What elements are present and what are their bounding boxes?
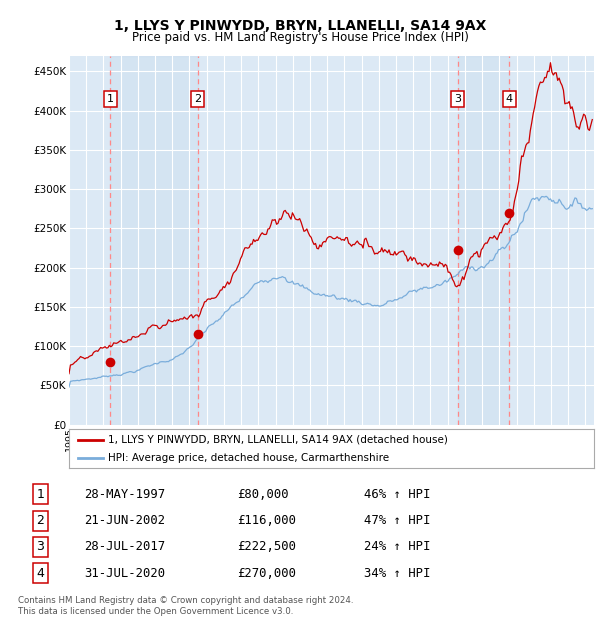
Text: 3: 3 — [454, 94, 461, 104]
Text: Contains HM Land Registry data © Crown copyright and database right 2024.
This d: Contains HM Land Registry data © Crown c… — [18, 596, 353, 616]
Text: 3: 3 — [37, 541, 44, 554]
Text: 46% ↑ HPI: 46% ↑ HPI — [364, 488, 430, 501]
Text: £80,000: £80,000 — [237, 488, 289, 501]
Text: £116,000: £116,000 — [237, 514, 296, 527]
Text: 4: 4 — [506, 94, 513, 104]
Bar — [110, 56, 197, 425]
Text: £222,500: £222,500 — [237, 541, 296, 554]
Text: 2: 2 — [37, 514, 44, 527]
Text: 1, LLYS Y PINWYDD, BRYN, LLANELLI, SA14 9AX (detached house): 1, LLYS Y PINWYDD, BRYN, LLANELLI, SA14 … — [109, 435, 448, 445]
Text: 1, LLYS Y PINWYDD, BRYN, LLANELLI, SA14 9AX: 1, LLYS Y PINWYDD, BRYN, LLANELLI, SA14 … — [114, 19, 486, 33]
Text: 31-JUL-2020: 31-JUL-2020 — [84, 567, 166, 580]
Text: 28-JUL-2017: 28-JUL-2017 — [84, 541, 166, 554]
Text: 28-MAY-1997: 28-MAY-1997 — [84, 488, 166, 501]
Text: 21-JUN-2002: 21-JUN-2002 — [84, 514, 166, 527]
Text: HPI: Average price, detached house, Carmarthenshire: HPI: Average price, detached house, Carm… — [109, 453, 389, 463]
Text: 34% ↑ HPI: 34% ↑ HPI — [364, 567, 430, 580]
Text: 1: 1 — [107, 94, 114, 104]
Text: 2: 2 — [194, 94, 201, 104]
Text: 4: 4 — [37, 567, 44, 580]
Text: 1: 1 — [37, 488, 44, 501]
Text: 24% ↑ HPI: 24% ↑ HPI — [364, 541, 430, 554]
Text: 47% ↑ HPI: 47% ↑ HPI — [364, 514, 430, 527]
Bar — [458, 56, 509, 425]
Text: £270,000: £270,000 — [237, 567, 296, 580]
Text: Price paid vs. HM Land Registry's House Price Index (HPI): Price paid vs. HM Land Registry's House … — [131, 31, 469, 44]
